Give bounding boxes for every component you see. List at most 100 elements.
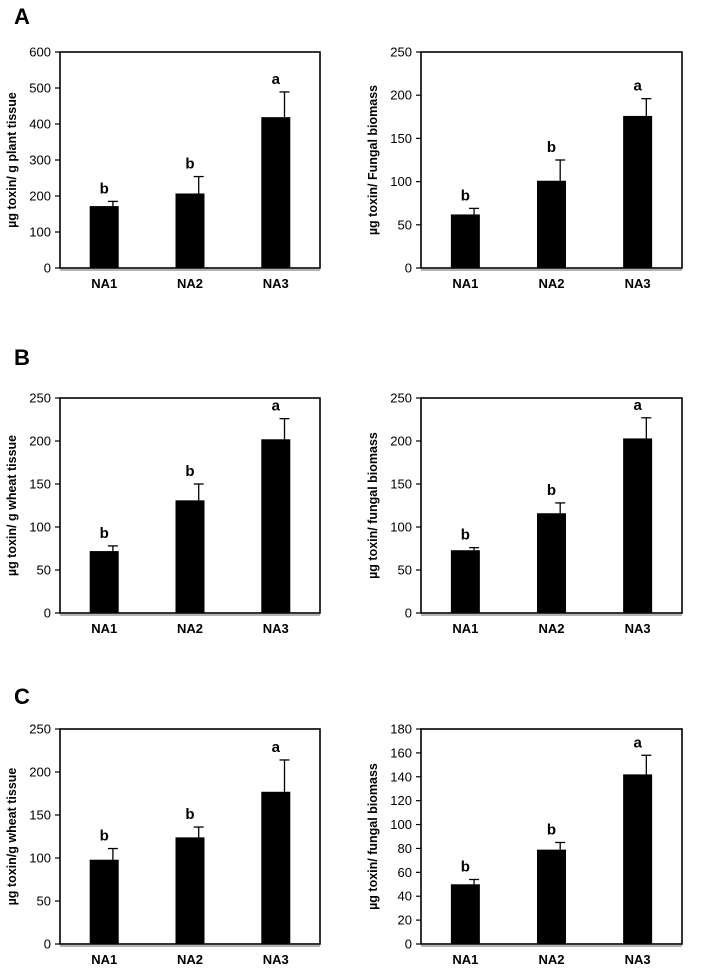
chart-4-bar <box>537 513 566 613</box>
chart-1-category-label: NA3 <box>263 276 289 291</box>
chart-5-bar <box>89 859 119 944</box>
chart-5-bar <box>175 837 205 944</box>
chart-5-significance-letter: b <box>185 806 194 823</box>
chart-1-significance-letter: b <box>185 156 194 173</box>
chart-1-ytick-label: 500 <box>29 81 51 96</box>
chart-3-bar <box>261 439 291 613</box>
chart-4-category-label: NA1 <box>452 621 478 636</box>
chart-3-bar <box>89 551 119 613</box>
chart-2-ytick-label: 100 <box>390 174 412 189</box>
panel-label-c: C <box>14 684 30 709</box>
chart-3-significance-letter: a <box>272 398 281 415</box>
chart-2-category-label: NA1 <box>452 276 478 291</box>
chart-6-significance-letter: b <box>547 821 556 838</box>
chart-2-ylabel: µg toxin/ Fungal biomass <box>366 85 380 235</box>
chart-4-bar <box>450 550 480 613</box>
chart-1-category-label: NA1 <box>91 276 117 291</box>
chart-5-ytick-label: 100 <box>29 851 51 866</box>
chart-4-category-label: NA2 <box>538 621 564 636</box>
chart-6-ytick-label: 60 <box>398 865 412 880</box>
chart-5-ytick-label: 50 <box>37 894 51 909</box>
chart-4-ytick-label: 150 <box>390 477 412 492</box>
chart-1-ytick-label: 0 <box>44 261 51 276</box>
chart-4-significance-letter: b <box>461 527 470 544</box>
chart-6-category-label: NA3 <box>625 952 651 967</box>
chart-3-ylabel: µg toxin/ g wheat tissue <box>5 435 19 576</box>
chart-5-ytick-label: 200 <box>29 765 51 780</box>
chart-2-category-label: NA3 <box>625 276 651 291</box>
chart-4-ytick-label: 100 <box>390 520 412 535</box>
chart-3-significance-letter: b <box>185 463 194 480</box>
chart-6-bar <box>450 884 480 944</box>
chart-1-ytick-label: 600 <box>29 45 51 60</box>
chart-2-ytick-label: 250 <box>390 45 412 60</box>
chart-5-bar <box>261 791 291 944</box>
chart-1-bar <box>175 193 205 268</box>
chart-1-bar <box>89 206 119 268</box>
chart-1-ytick-label: 100 <box>29 225 51 240</box>
chart-4-ylabel: µg toxin/ fungal biomass <box>366 432 380 579</box>
chart-1-category-label: NA2 <box>177 276 203 291</box>
chart-2-bar <box>450 214 480 268</box>
chart-4-significance-letter: a <box>633 397 642 414</box>
chart-3-ytick-label: 50 <box>37 563 51 578</box>
chart-2-significance-letter: b <box>547 139 556 156</box>
chart-5-significance-letter: a <box>272 739 281 756</box>
chart-3-significance-letter: b <box>100 525 109 542</box>
chart-1-ytick-label: 400 <box>29 117 51 132</box>
chart-3-category-label: NA1 <box>91 621 117 636</box>
chart-1-ytick-label: 200 <box>29 189 51 204</box>
chart-2-ytick-label: 200 <box>390 88 412 103</box>
chart-5-category-label: NA3 <box>263 952 289 967</box>
chart-6-significance-letter: a <box>633 734 642 751</box>
chart-6-bar <box>537 849 566 944</box>
chart-5-category-label: NA1 <box>91 952 117 967</box>
panel-label-a: A <box>14 4 30 29</box>
chart-2-ytick-label: 150 <box>390 131 412 146</box>
chart-6-ytick-label: 80 <box>398 841 412 856</box>
chart-5-ylabel: µg toxin/g wheat tissue <box>5 768 19 906</box>
chart-6-ytick-label: 20 <box>398 913 412 928</box>
panel-label-b: B <box>14 345 30 370</box>
chart-5-ytick-label: 150 <box>29 808 51 823</box>
chart-3-ytick-label: 100 <box>29 520 51 535</box>
chart-6-bar <box>623 774 653 944</box>
chart-5-significance-letter: b <box>100 828 109 845</box>
chart-5-category-label: NA2 <box>177 952 203 967</box>
chart-4-ytick-label: 250 <box>390 391 412 406</box>
chart-6-category-label: NA2 <box>538 952 564 967</box>
chart-4-bar <box>623 438 653 613</box>
chart-5-ytick-label: 0 <box>44 937 51 952</box>
chart-1-bar <box>261 117 291 268</box>
chart-3-ytick-label: 200 <box>29 434 51 449</box>
chart-3-category-label: NA2 <box>177 621 203 636</box>
chart-6-ytick-label: 40 <box>398 889 412 904</box>
chart-3-ytick-label: 0 <box>44 606 51 621</box>
chart-6-category-label: NA1 <box>452 952 478 967</box>
chart-6-significance-letter: b <box>461 859 470 876</box>
chart-5-ytick-label: 250 <box>29 722 51 737</box>
chart-3-ytick-label: 250 <box>29 391 51 406</box>
chart-1-ytick-label: 300 <box>29 153 51 168</box>
chart-6-ytick-label: 100 <box>390 817 412 832</box>
chart-2-ytick-label: 0 <box>405 261 412 276</box>
chart-2-bar <box>623 115 653 268</box>
chart-1-significance-letter: b <box>100 180 109 197</box>
chart-3-bar <box>175 500 205 613</box>
chart-1-significance-letter: a <box>272 71 281 88</box>
chart-2-category-label: NA2 <box>538 276 564 291</box>
chart-2-ytick-label: 50 <box>398 217 412 232</box>
chart-6-ytick-label: 120 <box>390 793 412 808</box>
chart-4-category-label: NA3 <box>625 621 651 636</box>
chart-1-ylabel: µg toxin/ g plant tissue <box>5 92 19 228</box>
chart-4-ytick-label: 50 <box>398 563 412 578</box>
chart-3-category-label: NA3 <box>263 621 289 636</box>
chart-2-bar <box>537 180 566 268</box>
chart-6-ytick-label: 140 <box>390 769 412 784</box>
chart-6-ytick-label: 0 <box>405 937 412 952</box>
chart-3-ytick-label: 150 <box>29 477 51 492</box>
chart-4-ytick-label: 0 <box>405 606 412 621</box>
chart-6-ylabel: µg toxin/ fungal biomass <box>366 763 380 910</box>
chart-4-ytick-label: 200 <box>390 434 412 449</box>
chart-6-ytick-label: 180 <box>390 722 412 737</box>
